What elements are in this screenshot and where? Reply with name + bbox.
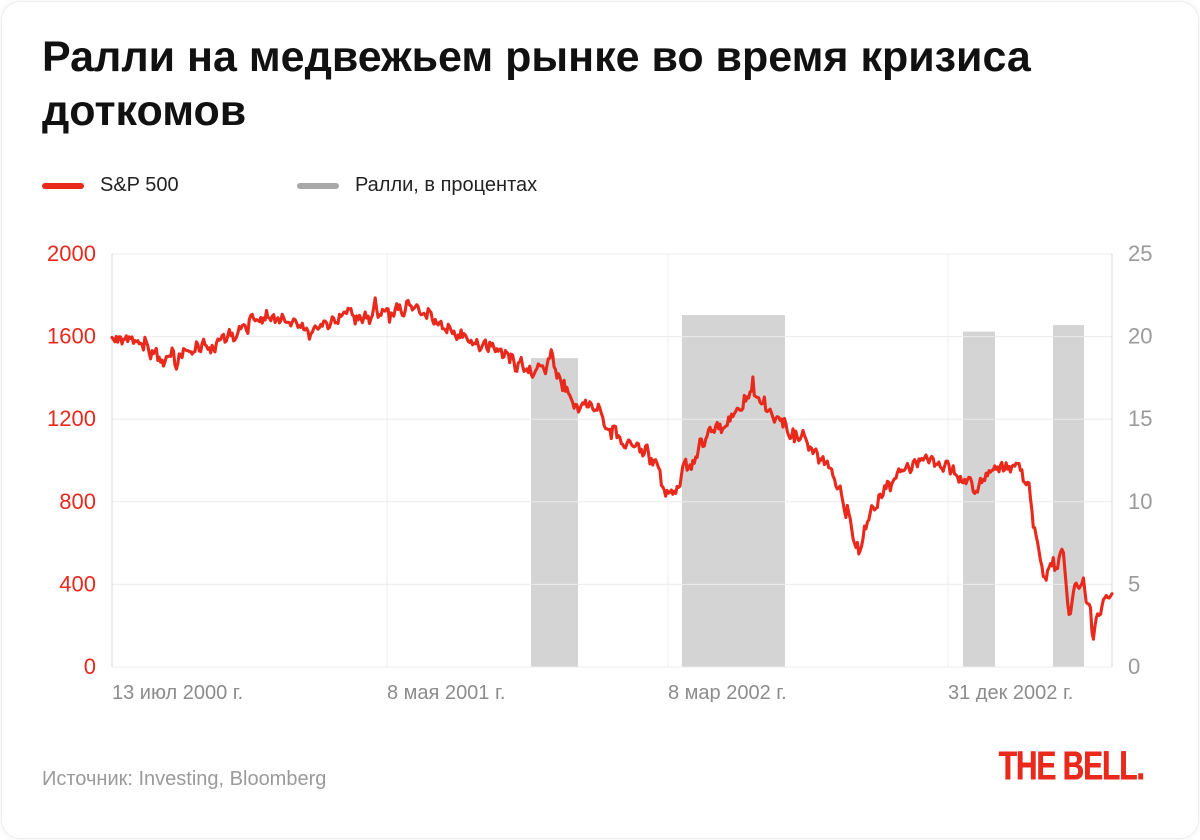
svg-text:20: 20 — [1128, 324, 1152, 349]
svg-text:15: 15 — [1128, 406, 1152, 431]
svg-text:1200: 1200 — [47, 406, 96, 431]
svg-text:800: 800 — [59, 489, 96, 514]
svg-text:400: 400 — [59, 571, 96, 596]
svg-text:1600: 1600 — [47, 324, 96, 349]
svg-text:0: 0 — [1128, 654, 1140, 679]
svg-text:31 дек 2002 г.: 31 дек 2002 г. — [948, 682, 1073, 702]
svg-text:10: 10 — [1128, 489, 1152, 514]
svg-text:2000: 2000 — [47, 241, 96, 266]
svg-text:25: 25 — [1128, 241, 1152, 266]
svg-text:13 июл 2000 г.: 13 июл 2000 г. — [112, 682, 243, 702]
svg-text:5: 5 — [1128, 571, 1140, 596]
svg-text:8 мая 2001 г.: 8 мая 2001 г. — [387, 682, 505, 702]
svg-text:8 мар 2002 г.: 8 мар 2002 г. — [668, 682, 787, 702]
svg-text:0: 0 — [84, 654, 96, 679]
